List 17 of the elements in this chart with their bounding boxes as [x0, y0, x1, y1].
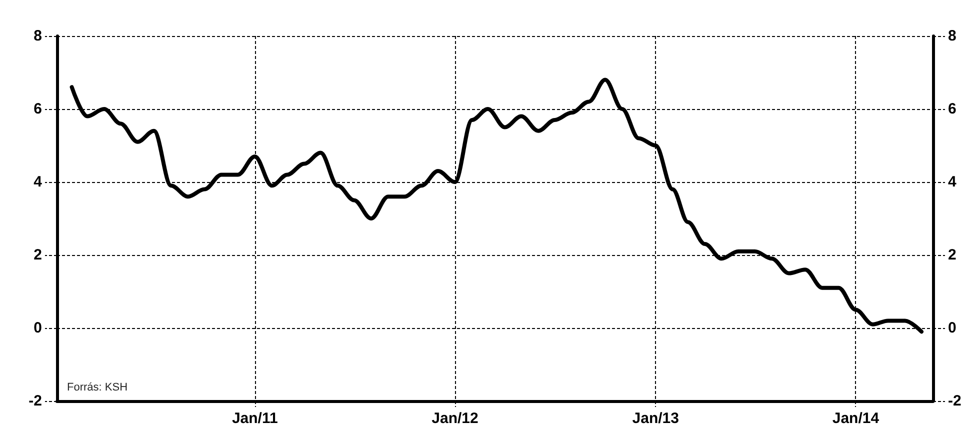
x-tick-label: Jan/13 — [632, 410, 679, 427]
y2-tick-label: 0 — [948, 320, 956, 336]
y-tick-label: 4 — [34, 174, 43, 190]
y2-tick-label: 2 — [948, 246, 956, 264]
x-tick-label: Jan/12 — [432, 410, 478, 427]
y2-tick-label: -2 — [948, 392, 962, 410]
y-tick-label: -2 — [28, 392, 42, 410]
y-tick-label: 0 — [34, 320, 42, 336]
y-tick-label: 8 — [34, 28, 42, 44]
x-tick-label: Jan/11 — [232, 410, 278, 427]
y2-tick-label: 8 — [948, 28, 956, 44]
y-tick-label: 2 — [34, 246, 42, 264]
x-tick-label: Jan/14 — [832, 410, 880, 427]
y2-tick-label: 6 — [948, 100, 956, 118]
y2-tick-label: 4 — [948, 174, 957, 190]
annotation: Forrás: KSH — [67, 382, 128, 394]
y-tick-label: 6 — [34, 100, 42, 118]
